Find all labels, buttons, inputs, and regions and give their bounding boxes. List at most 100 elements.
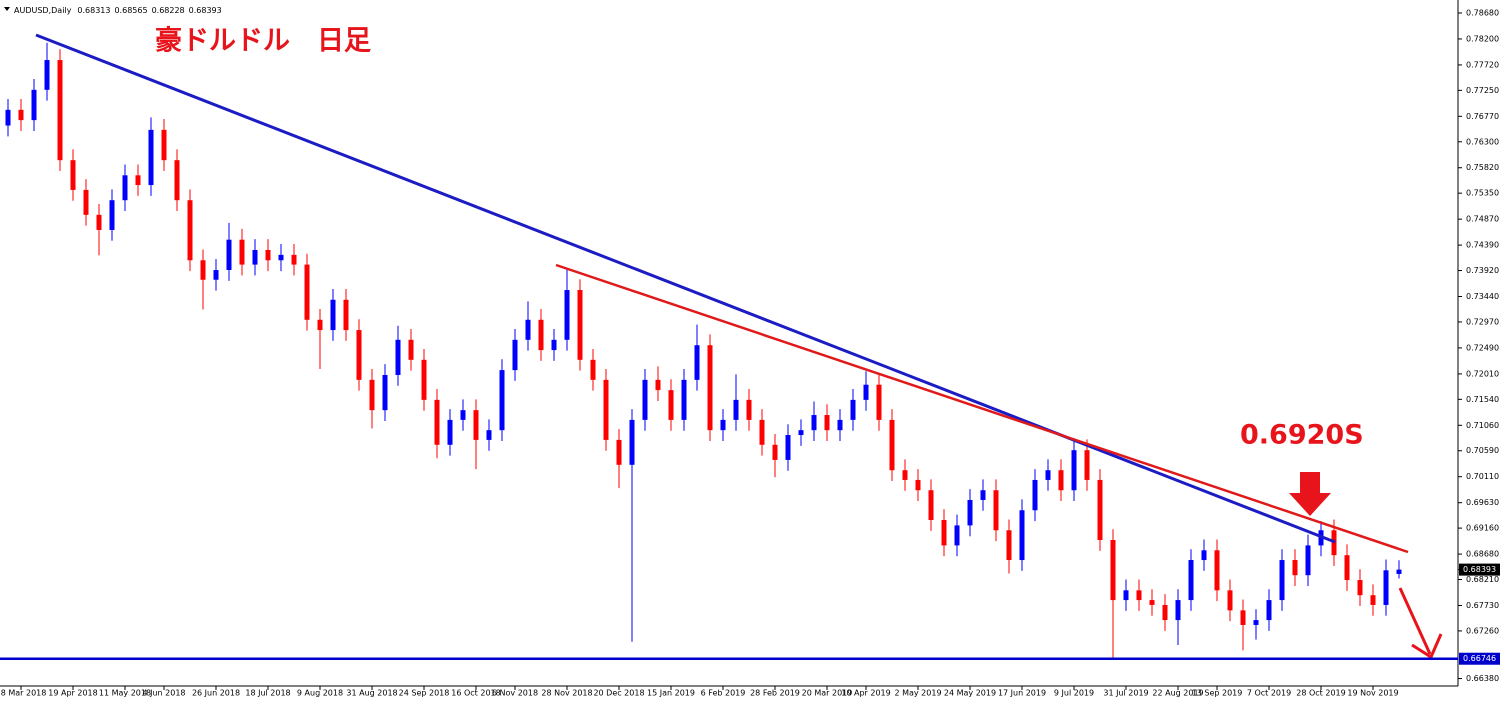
candle-body xyxy=(1253,620,1259,625)
symbol: AUDUSD,Daily xyxy=(14,6,72,15)
candle-body xyxy=(291,254,297,265)
chart-header: AUDUSD,Daily 0.68313 0.68565 0.68228 0.68393 xyxy=(14,6,222,15)
candle-body xyxy=(902,470,908,480)
candle-body xyxy=(44,60,50,90)
current-price-label: 0.68393 xyxy=(1463,565,1496,574)
y-tick-label: 0.72010 xyxy=(1466,369,1499,378)
candle-body xyxy=(200,260,206,280)
candle-body xyxy=(954,525,960,546)
candle-body xyxy=(31,89,37,121)
candle-body xyxy=(525,319,531,340)
candle-body xyxy=(1227,590,1233,611)
candle-body xyxy=(1292,560,1298,576)
y-tick-label: 0.74870 xyxy=(1466,215,1499,224)
candle-body xyxy=(252,249,258,265)
candle-body xyxy=(720,419,726,431)
candle-body xyxy=(265,249,271,261)
candle-body xyxy=(226,239,232,271)
y-tick-label: 0.68680 xyxy=(1466,550,1499,559)
x-tick-label: 26 Jun 2018 xyxy=(192,689,240,698)
y-tick-label: 0.72490 xyxy=(1466,343,1499,352)
trendline-red xyxy=(555,263,1409,554)
y-tick-label: 0.77720 xyxy=(1466,60,1499,69)
candle-body xyxy=(1357,580,1363,596)
y-tick-label: 0.72970 xyxy=(1466,317,1499,326)
candle-body xyxy=(1032,479,1038,511)
candle-body xyxy=(512,339,518,371)
candle-body xyxy=(616,439,622,465)
candle-body xyxy=(915,479,921,491)
candle-body xyxy=(551,339,557,351)
candle-body xyxy=(811,415,817,431)
candle-body xyxy=(1344,555,1350,581)
y-tick-label: 0.73920 xyxy=(1466,266,1499,275)
y-tick-label: 0.71540 xyxy=(1466,395,1499,404)
y-tick-label: 0.74390 xyxy=(1466,241,1499,250)
candle-body xyxy=(460,410,466,420)
x-tick-label: 31 Jul 2019 xyxy=(1103,689,1148,698)
x-tick-label: 17 Jun 2019 xyxy=(998,689,1046,698)
candle-body xyxy=(1370,595,1376,605)
y-tick-label: 0.73440 xyxy=(1466,292,1499,301)
candle-body xyxy=(96,214,102,230)
down-arrow xyxy=(1289,472,1331,516)
candle-body xyxy=(1097,479,1103,541)
candle-body xyxy=(304,264,310,320)
ohlc-open: 0.68313 xyxy=(77,6,110,15)
x-tick-label: 20 Mar 2019 xyxy=(802,689,853,698)
y-tick-label: 0.71060 xyxy=(1466,421,1499,430)
ohlc-close: 0.68393 xyxy=(189,6,222,15)
candle-body xyxy=(1019,510,1025,561)
candle-body xyxy=(1266,600,1272,621)
x-tick-label: 28 Nov 2018 xyxy=(541,689,592,698)
forecast-arrow-shaft xyxy=(1398,587,1432,655)
candle-body xyxy=(642,379,648,420)
candle-body xyxy=(733,399,739,420)
trendline-blue xyxy=(35,33,1336,544)
y-tick-label: 0.78200 xyxy=(1466,34,1499,43)
x-tick-label: 2 May 2019 xyxy=(894,689,941,698)
candle-body xyxy=(967,499,973,526)
x-tick-label: 28 Oct 2019 xyxy=(1296,689,1345,698)
ohlc-low: 0.68228 xyxy=(152,6,185,15)
candle-body xyxy=(655,379,661,391)
x-tick-label: 19 Apr 2018 xyxy=(48,689,97,698)
candle-body xyxy=(772,444,778,460)
y-tick-label: 0.66380 xyxy=(1466,674,1499,683)
support-price-label: 0.66746 xyxy=(1463,654,1496,663)
x-tick-label: 11 May 2018 xyxy=(99,689,151,698)
candle-body xyxy=(837,419,843,431)
candle-body xyxy=(356,330,362,380)
y-tick-label: 0.67260 xyxy=(1466,626,1499,635)
candles xyxy=(5,42,1402,659)
forecast-arrow-head xyxy=(1411,633,1443,660)
candle-body xyxy=(668,390,674,420)
candle-body xyxy=(330,299,336,331)
candle-body xyxy=(473,410,479,440)
candle-body xyxy=(1162,604,1168,621)
x-tick-label: 24 May 2019 xyxy=(944,689,996,698)
candle-body xyxy=(1201,550,1207,561)
x-tick-label: 28 Feb 2019 xyxy=(750,689,800,698)
x-tick-label: 31 Aug 2018 xyxy=(346,689,397,698)
candle-body xyxy=(18,109,24,121)
candle-body xyxy=(57,60,63,161)
y-tick-label: 0.75350 xyxy=(1466,189,1499,198)
candle-body xyxy=(824,415,830,431)
candle-body xyxy=(408,339,414,360)
y-tick-label: 0.70590 xyxy=(1466,446,1499,455)
candle-body xyxy=(1110,540,1116,601)
candle-body xyxy=(148,129,154,186)
candle-body xyxy=(1396,569,1402,574)
candle-body xyxy=(1214,550,1220,591)
y-tick-label: 0.68210 xyxy=(1466,575,1499,584)
candle-body xyxy=(863,384,869,400)
current-price-box xyxy=(1459,563,1500,576)
candle-body xyxy=(109,200,115,230)
y-tick-label: 0.76770 xyxy=(1466,112,1499,121)
candle-body xyxy=(369,379,375,411)
candle-body xyxy=(486,430,492,440)
y-tick-label: 0.76300 xyxy=(1466,137,1499,146)
